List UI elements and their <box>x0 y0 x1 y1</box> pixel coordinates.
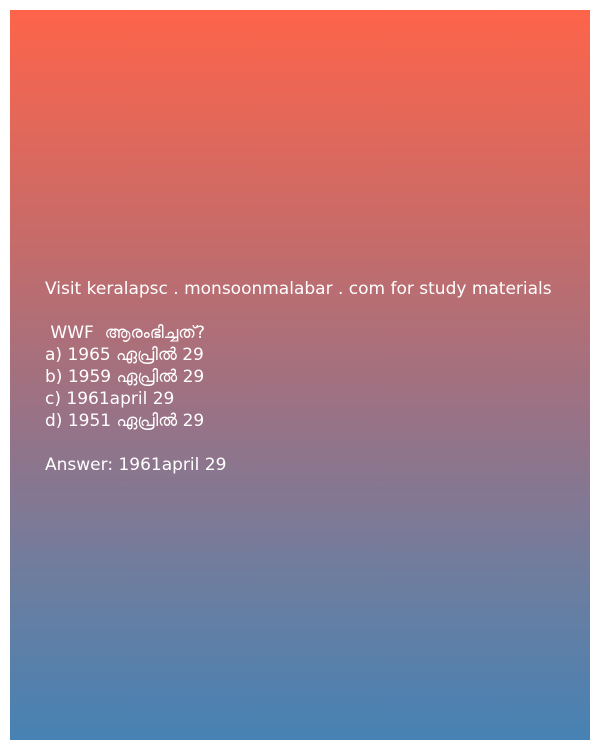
quiz-card: Visit keralapsc . monsoonmalabar . com f… <box>10 10 590 740</box>
spacer <box>45 300 585 322</box>
option-b: b) 1959 ഏപ്രിൽ 29 <box>45 367 205 387</box>
quiz-content: Visit keralapsc . monsoonmalabar . com f… <box>45 278 585 476</box>
option-d: d) 1951 ഏപ്രിൽ 29 <box>45 411 205 431</box>
question-text: WWF ആരംഭിച്ചത്? <box>45 323 206 343</box>
answer-text: Answer: 1961april 29 <box>45 455 227 475</box>
promo-text: Visit keralapsc . monsoonmalabar . com f… <box>45 279 552 299</box>
spacer <box>45 432 585 454</box>
option-c: c) 1961april 29 <box>45 389 175 409</box>
option-a: a) 1965 ഏപ്രിൽ 29 <box>45 345 204 365</box>
